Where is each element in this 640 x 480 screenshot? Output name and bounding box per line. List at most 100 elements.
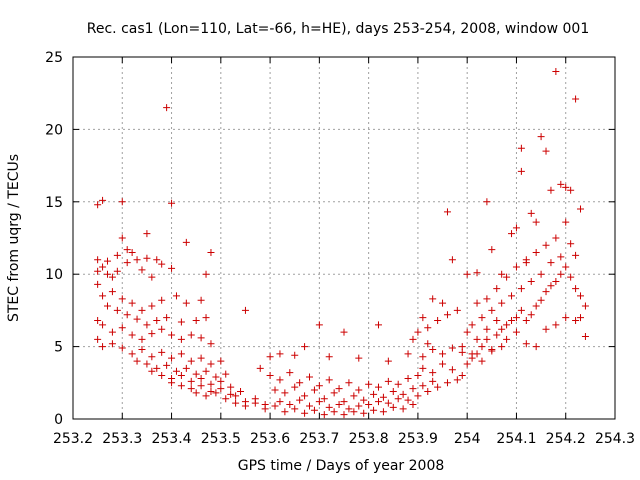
data-point <box>177 382 185 390</box>
data-point <box>315 398 323 406</box>
data-point <box>508 230 516 238</box>
data-point <box>355 402 363 410</box>
data-point <box>557 180 565 188</box>
data-point <box>360 409 368 417</box>
data-point <box>94 256 102 264</box>
data-point <box>143 230 151 238</box>
data-point <box>512 328 520 336</box>
data-point <box>517 285 525 293</box>
data-point <box>463 328 471 336</box>
data-point <box>508 317 516 325</box>
data-point <box>330 389 338 397</box>
data-point <box>498 343 506 351</box>
data-point <box>271 386 279 394</box>
data-point <box>537 133 545 141</box>
data-point <box>310 406 318 414</box>
data-point <box>315 382 323 390</box>
data-point <box>503 335 511 343</box>
data-point <box>138 345 146 353</box>
data-point <box>552 277 560 285</box>
data-point <box>148 302 156 310</box>
data-point <box>542 288 550 296</box>
data-point <box>488 347 496 355</box>
data-point <box>158 348 166 356</box>
data-point <box>103 302 111 310</box>
data-point <box>399 390 407 398</box>
data-point <box>512 314 520 322</box>
data-point <box>207 380 215 388</box>
data-point <box>379 408 387 416</box>
x-tick-label: 254.1 <box>496 431 536 447</box>
data-point <box>207 340 215 348</box>
data-point <box>483 198 491 206</box>
data-point <box>512 263 520 271</box>
data-point <box>557 253 565 261</box>
data-point <box>153 256 161 264</box>
x-tick-label: 253.2 <box>53 431 93 447</box>
data-point <box>325 353 333 361</box>
data-point <box>419 364 427 372</box>
data-point <box>448 256 456 264</box>
data-point <box>508 292 516 300</box>
x-tick-label: 254.2 <box>546 431 586 447</box>
data-point <box>172 367 180 375</box>
data-point <box>394 380 402 388</box>
data-point <box>158 296 166 304</box>
data-point <box>163 361 171 369</box>
data-point <box>483 335 491 343</box>
data-point <box>552 321 560 329</box>
data-point <box>384 377 392 385</box>
data-point <box>118 324 126 332</box>
data-point <box>281 408 289 416</box>
data-point <box>483 295 491 303</box>
data-point <box>522 259 530 267</box>
data-point <box>281 389 289 397</box>
data-point <box>128 248 136 256</box>
data-points <box>94 67 589 419</box>
data-point <box>232 392 240 400</box>
data-point <box>404 350 412 358</box>
data-point <box>276 398 284 406</box>
data-point <box>577 292 585 300</box>
data-point <box>419 382 427 390</box>
data-point <box>345 379 353 387</box>
data-point <box>113 306 121 314</box>
data-point <box>562 183 570 191</box>
y-tick-label: 5 <box>54 340 63 356</box>
data-point <box>192 370 200 378</box>
data-point <box>148 273 156 281</box>
data-point <box>478 314 486 322</box>
data-point <box>350 408 358 416</box>
data-point <box>232 399 240 407</box>
data-point <box>374 321 382 329</box>
x-tick-label: 253.3 <box>102 431 142 447</box>
data-point <box>212 389 220 397</box>
data-point <box>488 306 496 314</box>
data-point <box>123 259 131 267</box>
y-tick-label: 20 <box>45 122 63 138</box>
data-point <box>468 321 476 329</box>
data-point <box>123 311 131 319</box>
data-point <box>562 218 570 226</box>
data-point <box>168 354 176 362</box>
data-point <box>370 390 378 398</box>
data-point <box>310 386 318 394</box>
data-point <box>379 393 387 401</box>
data-point <box>552 234 560 242</box>
data-point <box>572 95 580 103</box>
data-point <box>389 387 397 395</box>
data-point <box>374 398 382 406</box>
x-tick-label: 253.4 <box>151 431 191 447</box>
data-point <box>197 334 205 342</box>
data-point <box>330 408 338 416</box>
data-point <box>503 321 511 329</box>
data-point <box>202 270 210 278</box>
data-point <box>414 328 422 336</box>
data-point <box>138 335 146 343</box>
data-point <box>227 390 235 398</box>
data-point <box>197 374 205 382</box>
data-point <box>340 411 348 419</box>
data-point <box>113 267 121 275</box>
data-point <box>473 335 481 343</box>
data-point <box>291 383 299 391</box>
